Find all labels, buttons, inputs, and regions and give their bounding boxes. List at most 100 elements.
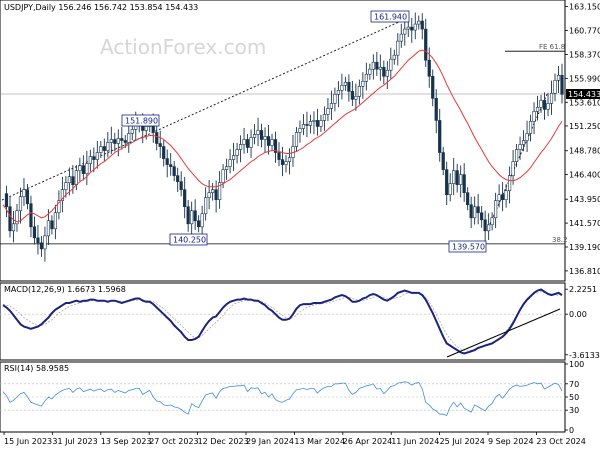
candle-body (176, 175, 180, 182)
annotation-161940-label: 161.940 (374, 13, 407, 22)
last-price-tag: 154.433 (566, 88, 600, 99)
candle-body (169, 164, 173, 167)
candle-body (280, 159, 285, 165)
candle-body (298, 128, 302, 133)
candle-body (8, 206, 12, 232)
candle-body (197, 220, 201, 228)
candle-body (32, 226, 37, 239)
x-tick-label: 13 Mar 2024 (294, 437, 345, 446)
candle-body (521, 140, 526, 145)
candle-body (539, 100, 543, 108)
candle-body (294, 132, 299, 147)
price-y-tick-label: 146.400 (569, 171, 600, 180)
candle-body (155, 132, 159, 144)
macd-panel-frame (0, 282, 566, 361)
candle-body (284, 161, 288, 165)
candle-body (434, 98, 438, 121)
last-price-label: 154.433 (568, 90, 600, 99)
candle-body (459, 174, 463, 185)
candle-body (25, 189, 30, 205)
candle-body (413, 23, 417, 31)
candle-body (319, 120, 323, 127)
candle-body (389, 58, 393, 71)
candle-body (200, 213, 204, 228)
candle-body (256, 130, 260, 135)
fib-fe-label: FE 61.8 (539, 43, 565, 51)
candle-body (518, 144, 522, 150)
candle-body (546, 103, 550, 110)
candle-body (371, 61, 375, 70)
candle-body (214, 189, 218, 201)
candle-body (448, 183, 452, 195)
candle-body (183, 189, 187, 208)
candle-body (88, 156, 92, 164)
candle-body (71, 176, 75, 185)
candles-group (4, 12, 564, 262)
x-tick-label: 12 Dec 2023 (198, 437, 249, 446)
rsi-y-tick-label: 100 (569, 360, 584, 369)
candle-body (507, 175, 512, 191)
candle-body (560, 74, 564, 95)
macd-y-axis: 2.2251 0.00 -3.6133 (565, 285, 600, 360)
candle-body (542, 100, 547, 110)
candle-body (340, 84, 344, 91)
candle-body (39, 242, 44, 250)
candle-body (4, 193, 9, 208)
candle-body (67, 176, 71, 183)
candle-body (480, 212, 484, 221)
candle-body (410, 26, 414, 31)
candle-body (11, 223, 16, 232)
candle-body (225, 166, 229, 170)
candle-body (406, 26, 410, 30)
candle-body (144, 126, 148, 131)
candle-body (43, 235, 47, 250)
candle-body (249, 137, 253, 148)
moving-average-line (2, 49, 563, 223)
x-tick-label: 31 Jul 2023 (52, 437, 97, 446)
candle-body (53, 212, 58, 230)
price-y-tick-label: 153.610 (569, 98, 600, 107)
candle-body (305, 124, 309, 126)
candle-body (95, 152, 99, 160)
annotation-139570-label: 139.570 (452, 243, 485, 252)
candle-body (403, 28, 407, 35)
candle-body (46, 220, 51, 237)
candle-body (18, 196, 23, 212)
candle-body (375, 61, 379, 70)
candle-body (368, 68, 372, 75)
candle-body (322, 114, 327, 121)
price-trendline (1, 16, 411, 201)
x-tick-label: 26 Apr 2024 (343, 437, 392, 446)
candle-body (326, 108, 330, 115)
candle-body (158, 143, 162, 147)
x-tick-label: 27 Oct 2023 (149, 437, 198, 446)
candle-body (36, 237, 40, 244)
x-tick-label: 25 Jul 2024 (440, 437, 485, 446)
candle-body (165, 158, 169, 165)
candle-body (469, 204, 473, 219)
candle-body (549, 93, 554, 104)
candle-body (329, 103, 334, 109)
x-tick-label: 23 Oct 2024 (536, 437, 585, 446)
candle-body (211, 189, 215, 193)
price-y-tick-label: 151.250 (569, 122, 600, 131)
candle-body (528, 121, 533, 134)
support-trendline (489, 91, 549, 225)
price-y-axis: 163.150 160.770 158.370 155.990 153.610 151.2… (565, 3, 600, 276)
rsi-y-tick-label: 70 (569, 380, 579, 389)
price-title: USDJPY,Daily 156.246 156.742 153.854 154… (4, 3, 198, 12)
candle-body (378, 66, 382, 70)
candle-body (22, 189, 26, 198)
candle-body (361, 80, 365, 87)
candle-body (92, 156, 96, 160)
x-tick-label: 15 Jun 2023 (4, 437, 52, 446)
rsi-y-tick-label: 50 (569, 393, 579, 402)
candle-body (553, 79, 557, 94)
candle-body (287, 157, 292, 162)
candle-body (445, 169, 449, 195)
candle-body (431, 75, 435, 99)
price-y-tick-label: 148.780 (569, 147, 600, 156)
candle-body (487, 224, 491, 232)
macd-trendline (446, 308, 561, 358)
